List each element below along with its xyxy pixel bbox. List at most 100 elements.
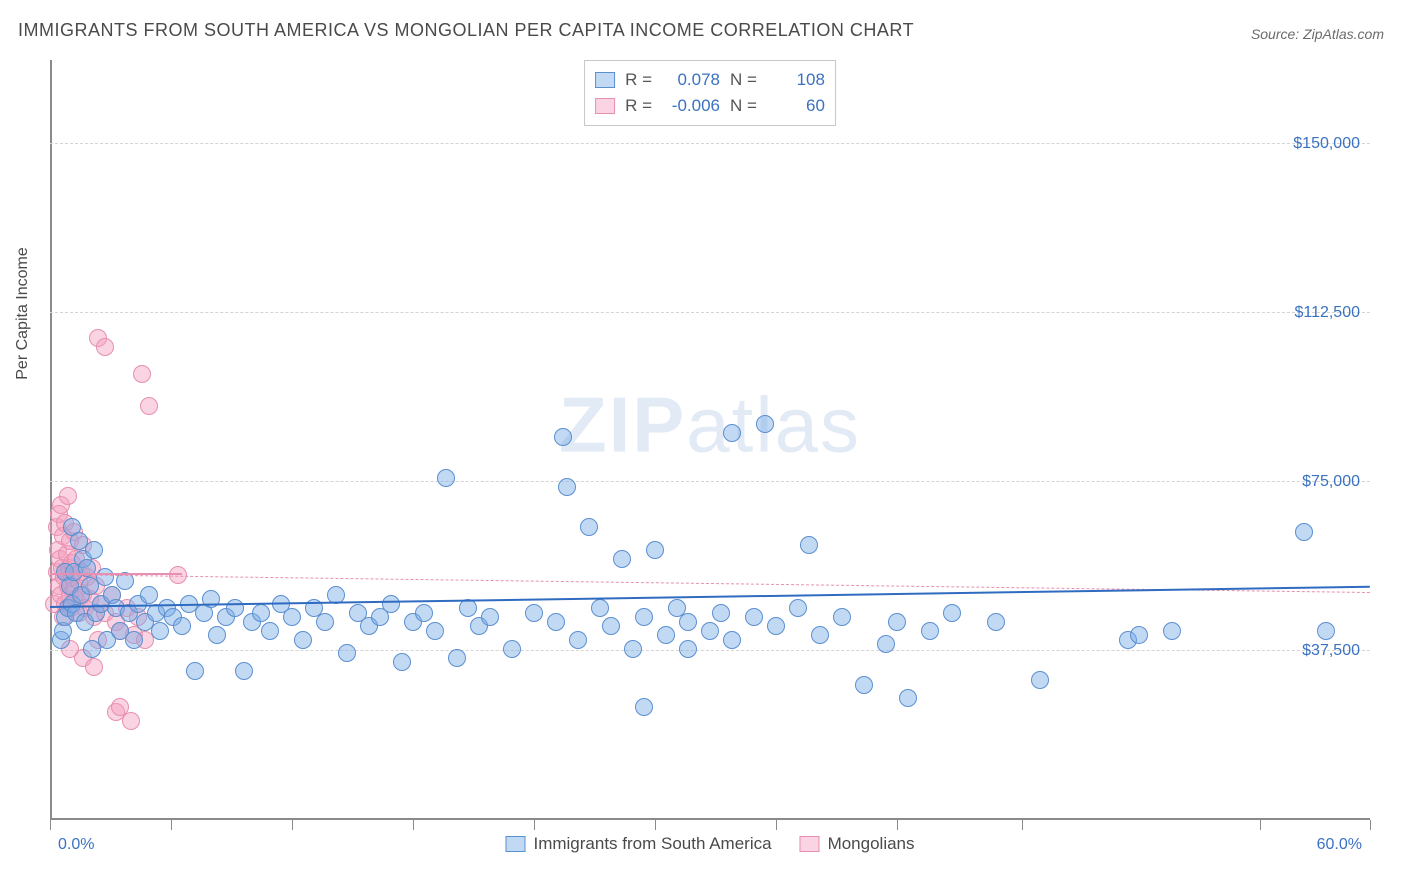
- y-tick-label: $112,500: [1294, 304, 1360, 322]
- n-value-blue: 108: [767, 67, 825, 93]
- x-tick: [655, 820, 656, 830]
- scatter-point-blue: [943, 604, 961, 622]
- scatter-point-blue: [789, 599, 807, 617]
- scatter-point-pink: [169, 566, 187, 584]
- x-tick: [897, 820, 898, 830]
- scatter-point-blue: [877, 635, 895, 653]
- scatter-point-blue: [756, 415, 774, 433]
- scatter-point-blue: [635, 698, 653, 716]
- y-tick-label: $75,000: [1302, 473, 1360, 491]
- n-label: N =: [730, 93, 757, 119]
- trend-line-blue: [50, 586, 1370, 608]
- scatter-point-blue: [437, 469, 455, 487]
- scatter-point-blue: [125, 631, 143, 649]
- x-tick: [1370, 820, 1371, 830]
- scatter-point-blue: [415, 604, 433, 622]
- scatter-point-blue: [888, 613, 906, 631]
- source-attribution: Source: ZipAtlas.com: [1251, 26, 1384, 42]
- x-tick: [534, 820, 535, 830]
- scatter-point-blue: [679, 613, 697, 631]
- scatter-point-blue: [646, 541, 664, 559]
- scatter-point-blue: [173, 617, 191, 635]
- scatter-point-blue: [921, 622, 939, 640]
- r-label: R =: [625, 67, 652, 93]
- scatter-point-blue: [525, 604, 543, 622]
- n-value-pink: 60: [767, 93, 825, 119]
- gridline: [50, 650, 1370, 651]
- x-tick: [776, 820, 777, 830]
- scatter-point-blue: [1031, 671, 1049, 689]
- swatch-blue: [595, 72, 615, 88]
- y-axis-label: Per Capita Income: [14, 247, 32, 380]
- scatter-point-blue: [679, 640, 697, 658]
- scatter-point-blue: [987, 613, 1005, 631]
- legend-item-pink: Mongolians: [800, 834, 915, 854]
- scatter-point-blue: [723, 424, 741, 442]
- scatter-point-blue: [426, 622, 444, 640]
- scatter-point-blue: [811, 626, 829, 644]
- scatter-point-blue: [448, 649, 466, 667]
- scatter-point-pink: [140, 397, 158, 415]
- r-label: R =: [625, 93, 652, 119]
- scatter-point-pink: [133, 365, 151, 383]
- scatter-point-blue: [624, 640, 642, 658]
- scatter-point-blue: [140, 586, 158, 604]
- scatter-point-blue: [745, 608, 763, 626]
- scatter-point-blue: [316, 613, 334, 631]
- scatter-point-blue: [800, 536, 818, 554]
- series-legend: Immigrants from South America Mongolians: [505, 834, 914, 854]
- scatter-point-blue: [723, 631, 741, 649]
- scatter-point-blue: [252, 604, 270, 622]
- x-max-label: 60.0%: [1317, 836, 1362, 854]
- x-tick: [292, 820, 293, 830]
- x-tick: [171, 820, 172, 830]
- gridline: [50, 312, 1370, 313]
- scatter-point-blue: [151, 622, 169, 640]
- scatter-point-blue: [1130, 626, 1148, 644]
- scatter-point-blue: [899, 689, 917, 707]
- swatch-pink: [595, 98, 615, 114]
- swatch-pink: [800, 836, 820, 852]
- legend-label-blue: Immigrants from South America: [533, 834, 771, 854]
- scatter-point-blue: [613, 550, 631, 568]
- scatter-point-blue: [1163, 622, 1181, 640]
- scatter-point-pink: [96, 338, 114, 356]
- scatter-point-blue: [657, 626, 675, 644]
- n-label: N =: [730, 67, 757, 93]
- stats-row-blue: R = 0.078 N = 108: [595, 67, 825, 93]
- x-tick: [413, 820, 414, 830]
- gridline: [50, 143, 1370, 144]
- scatter-point-blue: [235, 662, 253, 680]
- x-tick: [1022, 820, 1023, 830]
- y-tick-label: $37,500: [1302, 642, 1360, 660]
- scatter-point-blue: [294, 631, 312, 649]
- y-axis-line: [50, 60, 52, 820]
- scatter-point-blue: [833, 608, 851, 626]
- scatter-point-blue: [591, 599, 609, 617]
- scatter-point-blue: [261, 622, 279, 640]
- scatter-point-blue: [712, 604, 730, 622]
- legend-item-blue: Immigrants from South America: [505, 834, 771, 854]
- scatter-point-blue: [283, 608, 301, 626]
- scatter-point-blue: [503, 640, 521, 658]
- scatter-point-blue: [96, 568, 114, 586]
- stats-legend-box: R = 0.078 N = 108 R = -0.006 N = 60: [584, 60, 836, 126]
- gridline: [50, 481, 1370, 482]
- scatter-point-blue: [481, 608, 499, 626]
- scatter-point-blue: [338, 644, 356, 662]
- scatter-point-blue: [459, 599, 477, 617]
- scatter-point-pink: [122, 712, 140, 730]
- scatter-point-blue: [855, 676, 873, 694]
- scatter-point-blue: [569, 631, 587, 649]
- legend-label-pink: Mongolians: [828, 834, 915, 854]
- scatter-point-pink: [59, 487, 77, 505]
- scatter-point-blue: [602, 617, 620, 635]
- x-min-label: 0.0%: [58, 836, 94, 854]
- scatter-point-blue: [701, 622, 719, 640]
- scatter-point-blue: [1317, 622, 1335, 640]
- scatter-point-blue: [393, 653, 411, 671]
- chart-title: IMMIGRANTS FROM SOUTH AMERICA VS MONGOLI…: [18, 20, 914, 41]
- scatter-point-pink: [85, 658, 103, 676]
- watermark: ZIPatlas: [559, 379, 861, 470]
- scatter-point-blue: [85, 541, 103, 559]
